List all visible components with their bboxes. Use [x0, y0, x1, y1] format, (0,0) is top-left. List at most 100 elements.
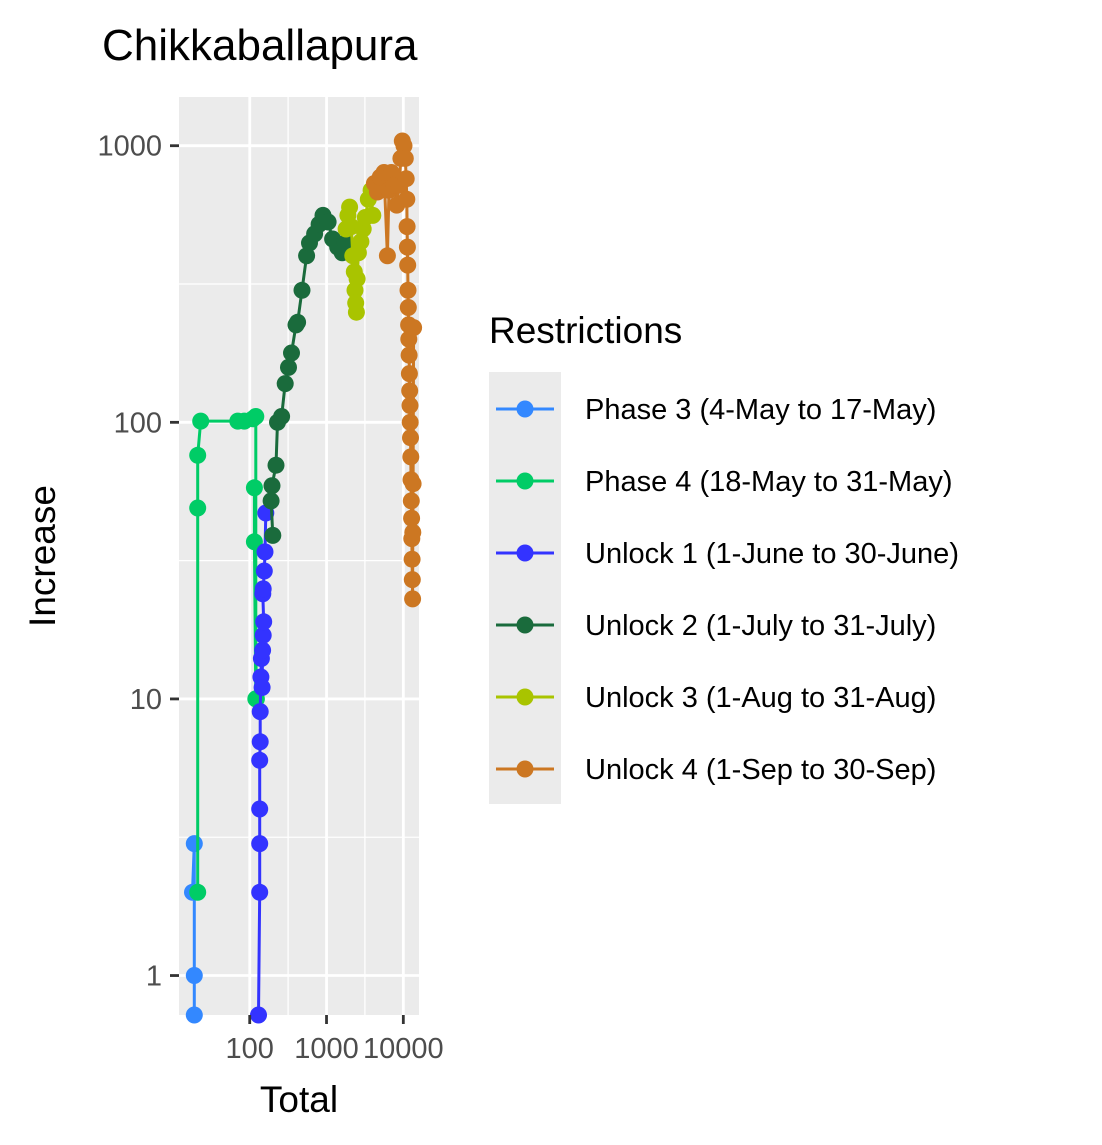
series-5 — [337, 181, 382, 321]
chart-title: Chikkaballapura — [102, 21, 418, 70]
data-point — [254, 580, 272, 598]
data-point — [364, 206, 382, 224]
x-axis-title: Total — [260, 1079, 338, 1120]
data-point — [401, 382, 419, 400]
data-point — [398, 238, 416, 256]
data-point — [251, 751, 269, 769]
data-point — [276, 375, 294, 393]
series-line — [269, 213, 347, 536]
data-point — [185, 835, 203, 853]
y-tick-label: 100 — [114, 407, 162, 439]
data-point — [250, 1006, 267, 1024]
data-point — [401, 397, 419, 414]
legend-label: Phase 4 (18-May to 31-May) — [585, 466, 952, 498]
series-3 — [250, 504, 275, 1024]
data-point — [403, 509, 421, 527]
data-point — [255, 562, 273, 580]
x-tick-label: 10000 — [363, 1033, 444, 1065]
data-point — [319, 213, 337, 231]
legend-label: Unlock 2 (1-July to 31-July) — [585, 610, 936, 642]
data-point — [293, 281, 311, 299]
data-point — [404, 590, 422, 608]
data-point — [264, 526, 282, 544]
data-point — [347, 303, 365, 321]
data-point — [251, 703, 269, 721]
series-layer — [184, 132, 423, 1024]
legend-label: Unlock 1 (1-June to 30-June) — [585, 538, 959, 570]
data-point — [254, 626, 272, 644]
data-point — [298, 247, 316, 265]
data-point — [348, 270, 366, 288]
legend-item: Unlock 2 (1-July to 31-July) — [496, 610, 936, 642]
y-axis-title: Increase — [22, 485, 63, 627]
legend-item: Unlock 4 (1-Sep to 30-Sep) — [496, 754, 936, 786]
data-point — [289, 313, 307, 331]
x-tick-label: 1000 — [294, 1033, 359, 1065]
y-tick-label: 10 — [130, 684, 162, 716]
legend-label: Unlock 3 (1-Aug to 31-Aug) — [585, 682, 936, 714]
legend-key-point — [516, 616, 534, 634]
data-point — [378, 247, 396, 265]
data-point — [403, 550, 421, 568]
data-point — [395, 137, 413, 155]
data-point — [403, 571, 421, 589]
data-point — [405, 319, 423, 337]
data-point — [398, 190, 416, 208]
data-point — [251, 883, 269, 901]
legend-key-point — [516, 760, 534, 778]
data-point — [251, 835, 269, 853]
series-4 — [262, 206, 354, 544]
legend-key-point — [516, 472, 534, 490]
legend-title: Restrictions — [489, 310, 682, 351]
series-line — [191, 842, 196, 1015]
legend-item: Unlock 1 (1-June to 30-June) — [496, 538, 959, 570]
data-point — [245, 479, 263, 497]
data-point — [255, 613, 273, 631]
data-point — [382, 164, 400, 181]
legend: Restrictions Phase 3 (4-May to 17-May) Ph… — [489, 310, 959, 804]
data-point — [399, 256, 417, 274]
data-point — [352, 233, 370, 251]
data-point — [402, 429, 419, 447]
legend-key-point — [516, 688, 534, 706]
data-point — [247, 408, 265, 425]
data-point — [251, 800, 269, 818]
data-point — [192, 412, 210, 430]
data-point — [398, 218, 416, 236]
data-point — [189, 883, 207, 901]
data-point — [397, 170, 415, 188]
data-point — [283, 344, 300, 362]
data-point — [263, 477, 281, 495]
data-point — [185, 967, 203, 984]
legend-key-point — [516, 400, 534, 418]
plot-panel — [179, 97, 419, 1015]
data-point — [400, 365, 418, 383]
data-point — [341, 198, 359, 216]
legend-item: Phase 3 (4-May to 17-May) — [496, 394, 936, 426]
data-point — [404, 523, 422, 541]
legend-label: Phase 3 (4-May to 17-May) — [585, 394, 936, 426]
data-point — [267, 456, 285, 474]
legend-key-background — [489, 372, 561, 804]
series-6 — [365, 132, 423, 608]
data-point — [245, 533, 263, 551]
data-point — [280, 358, 297, 376]
data-point — [336, 234, 354, 252]
data-point — [273, 408, 291, 425]
data-point — [262, 492, 280, 510]
data-point — [254, 641, 272, 659]
data-point — [399, 281, 417, 299]
series-2 — [189, 408, 265, 901]
legend-item: Phase 4 (18-May to 31-May) — [496, 466, 952, 498]
data-point — [404, 475, 422, 493]
legend-item: Unlock 3 (1-Aug to 31-Aug) — [496, 682, 936, 714]
data-point — [189, 499, 207, 517]
data-point — [189, 446, 207, 464]
data-point — [256, 543, 274, 561]
data-point — [399, 299, 417, 316]
data-point — [396, 149, 414, 167]
y-tick-label: 1000 — [97, 131, 162, 163]
data-point — [185, 1006, 203, 1024]
data-point — [400, 346, 418, 364]
